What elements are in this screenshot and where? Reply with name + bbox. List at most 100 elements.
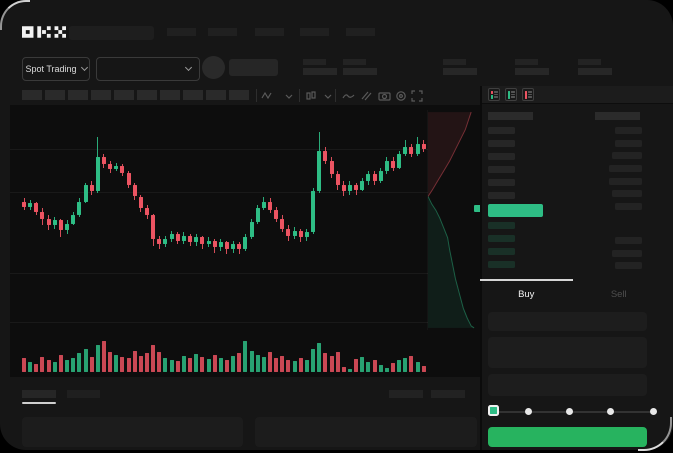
- timeframe-button-placeholder[interactable]: [91, 90, 111, 100]
- okx-logo[interactable]: [22, 25, 66, 39]
- nav-item-placeholder[interactable]: [255, 28, 284, 36]
- depth-profile: [428, 111, 475, 329]
- orderbook-row-placeholder: [612, 152, 642, 159]
- nav-item-placeholder[interactable]: [208, 28, 237, 36]
- orderbook-row-placeholder: [488, 235, 515, 242]
- book-buys-icon[interactable]: [505, 88, 517, 101]
- orderbook-price-header-placeholder: [488, 112, 533, 120]
- ticker-stat-value-placeholder: [515, 68, 549, 75]
- timeframe-button-placeholder[interactable]: [137, 90, 157, 100]
- slider-dot[interactable]: [650, 408, 657, 415]
- tab-sell[interactable]: Sell: [610, 288, 627, 300]
- indicators-icon[interactable]: [260, 88, 276, 103]
- timeframe-button-placeholder[interactable]: [206, 90, 226, 100]
- bottom-action-placeholder[interactable]: [431, 390, 465, 398]
- chevron-down-icon[interactable]: [281, 88, 297, 103]
- ticker-stat-value-placeholder: [443, 68, 477, 75]
- timeframe-button-placeholder[interactable]: [229, 90, 249, 100]
- orderbook-row-placeholder: [609, 178, 642, 185]
- bottom-tab-active-placeholder[interactable]: [22, 390, 56, 398]
- nav-item-placeholder[interactable]: [300, 28, 329, 36]
- orderbook-row-placeholder: [488, 179, 515, 186]
- book-combined-icon[interactable]: [488, 88, 500, 101]
- ticker-stat-value-placeholder: [343, 68, 377, 75]
- pair-name-placeholder: [229, 59, 278, 76]
- orderbook-last-price-bar[interactable]: [488, 204, 543, 217]
- chevron-down-icon: [184, 63, 193, 72]
- buy-submit-button[interactable]: [488, 427, 647, 447]
- orderbook-row-placeholder: [609, 165, 642, 172]
- tab-buy[interactable]: Buy: [480, 279, 573, 307]
- camera-icon[interactable]: [376, 88, 392, 103]
- orderbook-row-placeholder: [488, 127, 515, 134]
- ticker-stat-value-placeholder: [578, 68, 612, 75]
- orderbook-row-placeholder: [615, 140, 642, 147]
- ticker-stat-label-placeholder: [443, 59, 466, 65]
- drawing-tools-icon[interactable]: [358, 88, 374, 103]
- chevron-down-icon: [80, 63, 88, 72]
- book-sells-icon[interactable]: [522, 88, 534, 101]
- order-panel: Buy Sell: [480, 86, 673, 450]
- orderbook-row-placeholder: [615, 203, 642, 210]
- ticker-stat-value-placeholder: [303, 68, 337, 75]
- orderbook-amount-header-placeholder: [595, 112, 640, 120]
- header-title-placeholder: [69, 26, 154, 40]
- chevron-down-icon[interactable]: [320, 88, 336, 103]
- orderbook-row-placeholder: [488, 166, 515, 173]
- orderbook-row-placeholder: [488, 140, 515, 147]
- total-input-placeholder[interactable]: [488, 374, 647, 396]
- nav-item-placeholder[interactable]: [167, 28, 196, 36]
- timeframe-button-placeholder[interactable]: [160, 90, 180, 100]
- gridline: [10, 322, 428, 323]
- settings-icon[interactable]: [393, 88, 409, 103]
- line-icon[interactable]: [340, 88, 356, 103]
- orderbook-row-placeholder: [612, 250, 642, 257]
- gridline: [10, 273, 428, 274]
- amount-input-placeholder[interactable]: [488, 337, 647, 368]
- toolbar-divider: [299, 89, 300, 102]
- timeframe-button-placeholder[interactable]: [22, 90, 42, 100]
- orderbook-row-placeholder: [488, 192, 515, 199]
- timeframe-button-placeholder[interactable]: [68, 90, 88, 100]
- ticker-stat-label-placeholder: [515, 59, 538, 65]
- slider-dot[interactable]: [525, 408, 532, 415]
- bottom-action-placeholder[interactable]: [389, 390, 423, 398]
- toolbar-divider: [256, 89, 257, 102]
- orderbook-row-placeholder: [488, 153, 515, 160]
- timeframe-button-placeholder[interactable]: [114, 90, 134, 100]
- price-input-placeholder[interactable]: [488, 312, 647, 331]
- orderbook-row-placeholder: [488, 248, 515, 255]
- slider-dot[interactable]: [566, 408, 573, 415]
- timeframe-button-placeholder[interactable]: [45, 90, 65, 100]
- nav-item-placeholder[interactable]: [346, 28, 375, 36]
- gridline: [10, 192, 428, 193]
- timeframe-button-placeholder[interactable]: [183, 90, 203, 100]
- open-orders-panel-placeholder: [22, 417, 243, 447]
- market-type-label: Spot Trading: [25, 64, 77, 74]
- ticker-stat-label-placeholder: [303, 59, 326, 65]
- candle-style-icon[interactable]: [303, 88, 319, 103]
- gridline: [10, 149, 428, 150]
- fullscreen-icon[interactable]: [409, 88, 425, 103]
- order-form-tabs: Buy Sell: [480, 279, 665, 307]
- amount-slider-handle[interactable]: [488, 405, 499, 416]
- orderbook-row-placeholder: [488, 261, 515, 268]
- orderbook-row-placeholder: [488, 222, 515, 229]
- okx-logo-icon: [22, 26, 66, 38]
- pair-selector-dropdown[interactable]: [96, 57, 200, 81]
- candlestick-chart[interactable]: [10, 105, 480, 377]
- bottom-tab-placeholder[interactable]: [67, 390, 100, 398]
- market-type-selector[interactable]: Spot Trading: [22, 57, 90, 81]
- slider-dot[interactable]: [607, 408, 614, 415]
- bottom-tab-active-indicator: [22, 402, 56, 404]
- orderbook-row-placeholder: [615, 127, 642, 134]
- last-price-marker: [474, 205, 484, 212]
- orderbook-row-placeholder: [612, 190, 642, 197]
- orderbook-row-placeholder: [615, 262, 642, 269]
- orderbook-toolbar: [482, 86, 673, 104]
- ticker-stat-label-placeholder: [343, 59, 366, 65]
- order-history-panel-placeholder: [255, 417, 477, 447]
- toolbar-divider: [335, 89, 336, 102]
